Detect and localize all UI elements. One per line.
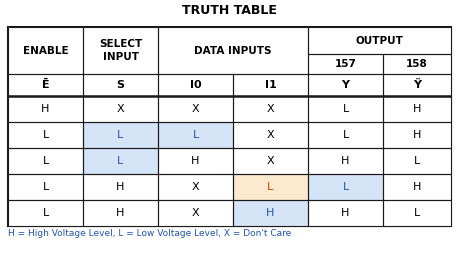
Text: H: H	[413, 130, 421, 140]
Text: Ē: Ē	[42, 80, 49, 90]
Text: L: L	[118, 156, 123, 166]
Bar	[233, 200, 308, 226]
Text: L: L	[414, 208, 420, 218]
Bar	[8, 27, 83, 74]
Text: SELECT
INPUT: SELECT INPUT	[99, 39, 142, 62]
Bar	[158, 27, 308, 74]
Bar	[83, 174, 158, 200]
Text: ENABLE: ENABLE	[22, 45, 68, 56]
Text: H: H	[266, 208, 274, 218]
Text: X: X	[192, 208, 199, 218]
Text: L: L	[42, 182, 49, 192]
Text: H: H	[341, 156, 350, 166]
Bar	[83, 96, 158, 122]
Bar	[158, 74, 233, 96]
Bar	[158, 96, 233, 122]
Bar	[8, 27, 451, 226]
Bar	[383, 74, 451, 96]
Text: I1: I1	[265, 80, 276, 90]
Bar	[233, 148, 308, 174]
Text: L: L	[268, 182, 274, 192]
Bar	[383, 148, 451, 174]
Bar	[308, 200, 383, 226]
Text: H: H	[413, 182, 421, 192]
Text: H: H	[41, 104, 50, 114]
Bar	[233, 96, 308, 122]
Text: L: L	[42, 130, 49, 140]
Bar	[158, 174, 233, 200]
Bar	[308, 27, 451, 54]
Text: H: H	[413, 104, 421, 114]
Text: H: H	[116, 208, 125, 218]
Text: TRUTH TABLE: TRUTH TABLE	[182, 4, 277, 18]
Text: X: X	[117, 104, 124, 114]
Bar	[83, 148, 158, 174]
Bar	[308, 96, 383, 122]
Bar	[158, 122, 233, 148]
Text: H: H	[116, 182, 125, 192]
Text: X: X	[267, 130, 274, 140]
Bar	[83, 200, 158, 226]
Text: S: S	[117, 80, 124, 90]
Text: H: H	[341, 208, 350, 218]
Text: L: L	[342, 104, 349, 114]
Bar	[158, 200, 233, 226]
Bar	[8, 174, 83, 200]
Text: H = High Voltage Level, L = Low Voltage Level, X = Don't Care: H = High Voltage Level, L = Low Voltage …	[8, 229, 291, 237]
Bar	[8, 122, 83, 148]
Text: L: L	[342, 130, 349, 140]
Text: L: L	[42, 208, 49, 218]
Text: OUTPUT: OUTPUT	[356, 35, 403, 45]
Bar	[308, 122, 383, 148]
Bar	[233, 74, 308, 96]
Text: Y: Y	[341, 80, 349, 90]
Bar	[8, 200, 83, 226]
Bar	[83, 27, 158, 74]
Text: X: X	[267, 104, 274, 114]
Bar	[83, 74, 158, 96]
Bar	[383, 122, 451, 148]
Text: L: L	[192, 130, 199, 140]
Bar	[383, 200, 451, 226]
Text: 157: 157	[335, 59, 357, 69]
Bar	[8, 96, 83, 122]
Bar	[8, 148, 83, 174]
Bar	[158, 148, 233, 174]
Bar	[233, 122, 308, 148]
Bar	[308, 54, 383, 74]
Bar	[308, 74, 383, 96]
Text: DATA INPUTS: DATA INPUTS	[194, 45, 272, 56]
Bar	[308, 148, 383, 174]
Text: I0: I0	[190, 80, 202, 90]
Text: Ÿ: Ÿ	[413, 80, 421, 90]
Text: X: X	[192, 104, 199, 114]
Bar	[383, 96, 451, 122]
Text: L: L	[42, 156, 49, 166]
Bar	[308, 174, 383, 200]
Bar	[383, 54, 451, 74]
Text: L: L	[118, 130, 123, 140]
Bar	[8, 74, 83, 96]
Bar	[383, 174, 451, 200]
Text: 158: 158	[406, 59, 428, 69]
Bar	[233, 174, 308, 200]
Text: X: X	[267, 156, 274, 166]
Text: L: L	[342, 182, 349, 192]
Text: X: X	[192, 182, 199, 192]
Text: L: L	[414, 156, 420, 166]
Text: H: H	[191, 156, 200, 166]
Bar	[83, 122, 158, 148]
